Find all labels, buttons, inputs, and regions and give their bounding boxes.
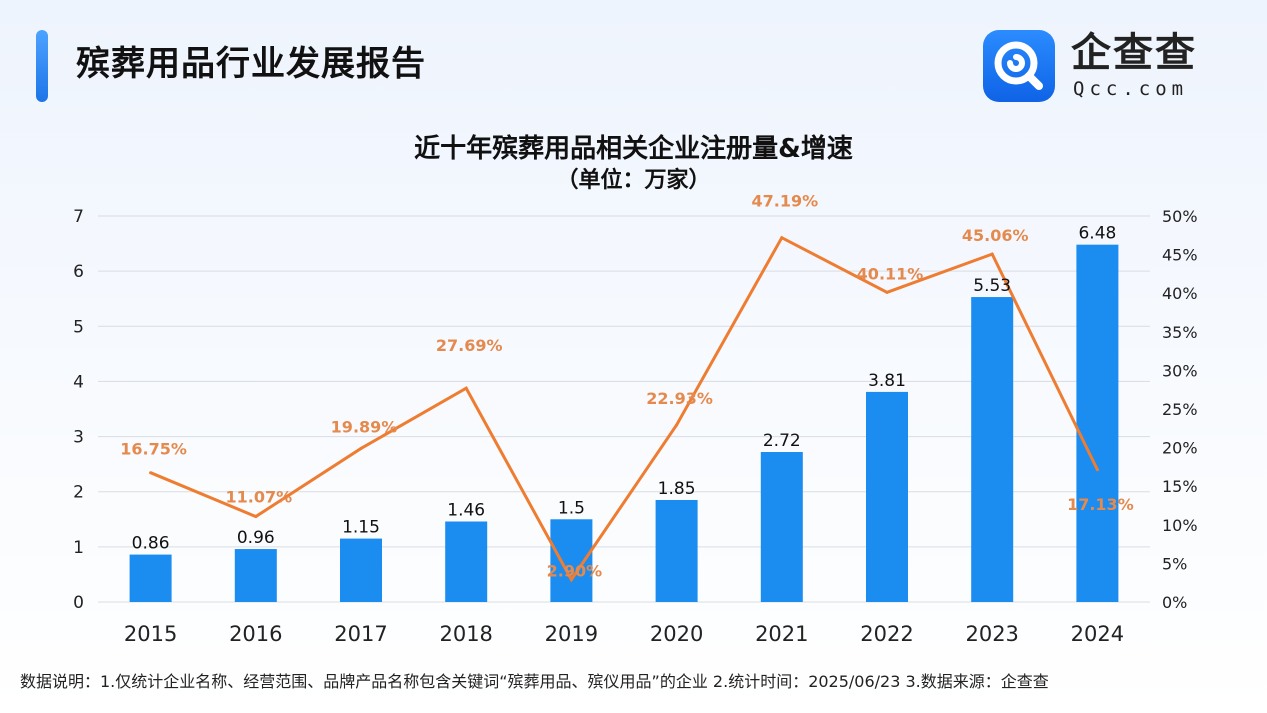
growth-point bbox=[149, 471, 153, 475]
report-title: 殡葬用品行业发展报告 bbox=[76, 44, 426, 84]
bar-value-label: 5.53 bbox=[973, 276, 1011, 296]
growth-rate-label: 16.75% bbox=[120, 440, 187, 459]
x-tick-label: 2017 bbox=[334, 622, 387, 646]
x-tick-label: 2023 bbox=[965, 622, 1018, 646]
y-right-tick-label: 25% bbox=[1162, 400, 1198, 419]
x-tick-label: 2018 bbox=[439, 622, 492, 646]
logo-name: 企查查 bbox=[1071, 30, 1197, 76]
bar bbox=[129, 554, 172, 602]
growth-point bbox=[569, 578, 573, 582]
bar bbox=[866, 391, 908, 602]
growth-point bbox=[675, 423, 679, 427]
y-left-tick-label: 0 bbox=[73, 593, 84, 613]
y-right-tick-label: 35% bbox=[1162, 323, 1198, 342]
x-tick-label: 2019 bbox=[545, 622, 598, 646]
growth-rate-label: 11.07% bbox=[225, 488, 292, 507]
growth-line bbox=[150, 235, 1099, 583]
logo-domain: Qcc.com bbox=[1073, 78, 1189, 100]
growth-point bbox=[464, 386, 468, 390]
growth-rate-label: 45.06% bbox=[962, 226, 1029, 245]
chart-subtitle: （单位：万家） bbox=[556, 168, 711, 193]
y-right-tick-label: 5% bbox=[1162, 554, 1187, 573]
y-right-tick-label: 40% bbox=[1162, 284, 1198, 303]
growth-rate-label: 2.90% bbox=[547, 562, 603, 581]
growth-rate-label: 27.69% bbox=[436, 336, 503, 355]
bar bbox=[655, 499, 698, 602]
growth-rate-label: 47.19% bbox=[751, 192, 818, 211]
y-right-tick-label: 20% bbox=[1162, 439, 1198, 458]
x-tick-label: 2015 bbox=[124, 622, 177, 646]
y-left-tick-label: 5 bbox=[73, 317, 84, 337]
bar-value-label: 0.96 bbox=[237, 528, 275, 548]
bar-value-label: 0.86 bbox=[132, 534, 170, 554]
bar bbox=[760, 452, 803, 602]
bar-value-label: 1.85 bbox=[658, 479, 696, 499]
bar bbox=[971, 297, 1014, 602]
bar bbox=[445, 521, 488, 602]
bar-value-label: 3.81 bbox=[868, 371, 906, 391]
growth-point bbox=[254, 515, 258, 519]
growth-point bbox=[885, 290, 889, 294]
y-left-tick-label: 1 bbox=[73, 538, 84, 558]
growth-point bbox=[1095, 468, 1099, 472]
growth-rate-label: 17.13% bbox=[1067, 495, 1134, 514]
bar-value-label: 1.5 bbox=[558, 498, 585, 518]
bar-value-label: 6.48 bbox=[1078, 224, 1116, 244]
y-right-tick-label: 45% bbox=[1162, 246, 1198, 265]
bar-value-label: 1.15 bbox=[342, 518, 380, 538]
x-tick-label: 2024 bbox=[1071, 622, 1124, 646]
growth-rate-label: 22.93% bbox=[646, 389, 713, 408]
x-tick-label: 2021 bbox=[755, 622, 808, 646]
y-right-tick-label: 30% bbox=[1162, 361, 1198, 380]
y-left-tick-label: 3 bbox=[73, 428, 84, 448]
bar bbox=[340, 538, 382, 602]
y-left-tick-label: 4 bbox=[73, 372, 84, 392]
x-tick-label: 2022 bbox=[860, 622, 913, 646]
footnote: 数据说明：1.仅统计企业名称、经营范围、品牌产品名称包含关键词“殡葬用品、殡仪用… bbox=[20, 672, 1049, 691]
growth-rate-label: 19.89% bbox=[331, 417, 398, 436]
y-right-tick-label: 0% bbox=[1162, 593, 1187, 612]
title-accent-bar bbox=[36, 30, 48, 102]
chart-title: 近十年殡葬用品相关企业注册量&增速 bbox=[414, 134, 853, 164]
y-right-tick-label: 50% bbox=[1162, 207, 1198, 226]
bar-value-label: 1.46 bbox=[447, 500, 485, 520]
bar-value-label: 2.72 bbox=[763, 431, 801, 451]
y-left-tick-label: 7 bbox=[73, 207, 84, 227]
y-right-tick-label: 15% bbox=[1162, 477, 1198, 496]
x-tick-label: 2016 bbox=[229, 622, 282, 646]
qcc-logo: 企查查 Qcc.com bbox=[983, 28, 1233, 104]
growth-point bbox=[359, 446, 363, 450]
y-left-tick-label: 2 bbox=[73, 483, 84, 503]
bar bbox=[234, 549, 277, 602]
x-tick-label: 2020 bbox=[650, 622, 703, 646]
y-left-tick-label: 6 bbox=[73, 262, 84, 282]
growth-point bbox=[990, 252, 994, 256]
growth-rate-label: 40.11% bbox=[857, 264, 924, 283]
y-right-tick-label: 10% bbox=[1162, 516, 1198, 535]
growth-point bbox=[780, 236, 784, 240]
qcc-logo-icon bbox=[983, 30, 1055, 102]
bar bbox=[1076, 244, 1119, 602]
